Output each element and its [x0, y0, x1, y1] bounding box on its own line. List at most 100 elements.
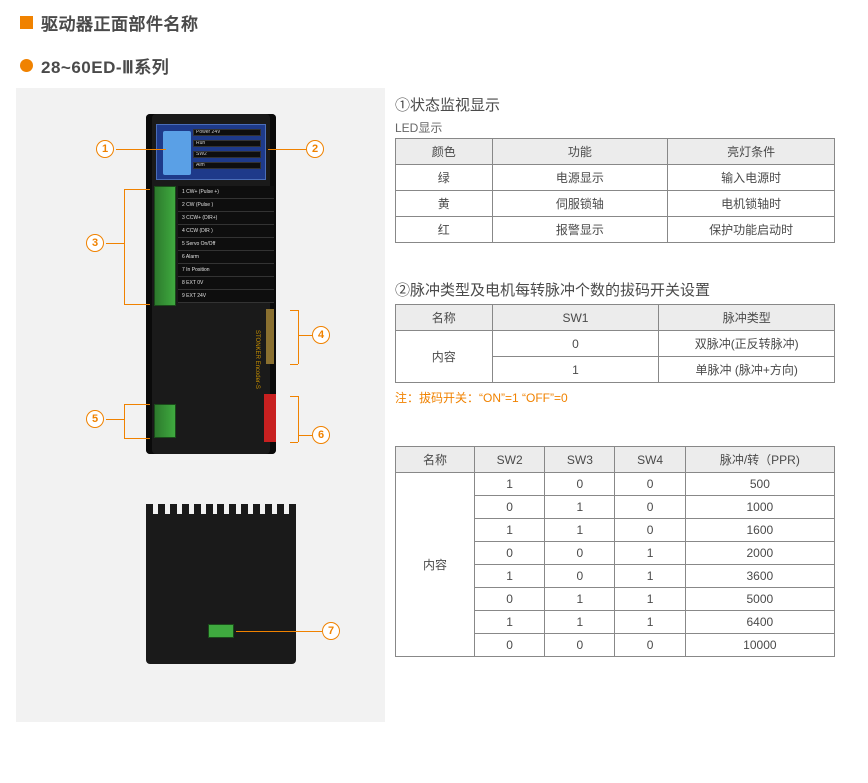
callout-lead — [106, 243, 124, 244]
cell: 1 — [475, 519, 545, 542]
callout-lead — [132, 304, 150, 305]
tables-column: ①状态监视显示 LED显示 颜色 功能 亮灯条件 绿 电源显示 输入电源时 黄 … — [395, 88, 845, 722]
cell: 1 — [475, 473, 545, 496]
dip-switch-icon — [163, 131, 191, 175]
bottom-connector — [208, 624, 234, 638]
cell: 1000 — [685, 496, 834, 519]
power-terminal-block — [154, 404, 176, 438]
row-label-cell: 内容 — [396, 331, 493, 383]
callout-marker-1: 1 — [96, 140, 114, 158]
encoder-connector — [266, 309, 274, 364]
callout-bracket-cap — [124, 189, 132, 190]
callout-bracket-cap — [290, 310, 298, 311]
section1-sublabel: LED显示 — [395, 119, 835, 136]
callout-lead — [298, 335, 312, 336]
callout-bracket-cap — [290, 364, 298, 365]
dip-note: 注：拔码开关：“ON”=1 “OFF”=0 — [395, 389, 835, 406]
table-row: 内容 1 0 0 500 — [396, 473, 835, 496]
table-row: 内容 0 双脉冲(正反转脉冲) — [396, 331, 835, 357]
cell: 单脉冲 (脉冲+方向) — [659, 357, 835, 383]
cell: 0 — [475, 634, 545, 657]
cell: 输入电源时 — [668, 165, 835, 191]
cell: 电源显示 — [492, 165, 668, 191]
callout-lead — [132, 438, 150, 439]
cell: 黄 — [396, 191, 493, 217]
cell: 1 — [492, 357, 659, 383]
callout-bracket-cap — [124, 438, 132, 439]
square-bullet-icon — [20, 16, 33, 29]
section-header-2: 28~60ED-Ⅲ系列 — [0, 39, 868, 88]
pin-label: 3 CCW+ (DIR+) — [178, 212, 274, 225]
cell: 0 — [492, 331, 659, 357]
cell: 500 — [685, 473, 834, 496]
cell: 1 — [475, 611, 545, 634]
pin-label: 9 EXT 24V — [178, 290, 274, 303]
device-bottom-chassis — [146, 514, 296, 664]
cell: 红 — [396, 217, 493, 243]
dip-label: Power 24V — [193, 129, 261, 136]
pin-label: 4 CCW (DIR ) — [178, 225, 274, 238]
section1-title: ①状态监视显示 — [395, 94, 835, 115]
cell: 0 — [615, 473, 685, 496]
col-header: 脉冲/转（PPR) — [685, 447, 834, 473]
cell: 绿 — [396, 165, 493, 191]
cell: 1 — [615, 542, 685, 565]
pin-label: 5 Servo On/Off — [178, 238, 274, 251]
col-header: 颜色 — [396, 139, 493, 165]
col-header: SW1 — [492, 305, 659, 331]
cell: 0 — [475, 496, 545, 519]
cell: 0 — [615, 496, 685, 519]
cell: 0 — [545, 634, 615, 657]
cell: 1 — [545, 588, 615, 611]
table-header-row: 名称 SW1 脉冲类型 — [396, 305, 835, 331]
section2-title: ②脉冲类型及电机每转脉冲个数的拔码开关设置 — [395, 279, 835, 300]
callout-lead — [268, 149, 306, 150]
title-2: 28~60ED-Ⅲ系列 — [41, 53, 169, 78]
section-header-1: 驱动器正面部件名称 — [0, 0, 868, 39]
callout-marker-5: 5 — [86, 410, 104, 428]
callout-marker-3: 3 — [86, 234, 104, 252]
table-row: 黄 伺服锁轴 电机锁轴时 — [396, 191, 835, 217]
device-front-diagram: Power 24V Run SW2 Alm 1 CW+ (Pulse +) 2 … — [26, 104, 386, 474]
cell: 报警显示 — [492, 217, 668, 243]
table-row: 红 报警显示 保护功能启动时 — [396, 217, 835, 243]
cell: 0 — [615, 634, 685, 657]
cell: 0 — [475, 588, 545, 611]
cell: 0 — [545, 473, 615, 496]
led-table: 颜色 功能 亮灯条件 绿 电源显示 输入电源时 黄 伺服锁轴 电机锁轴时 红 报… — [395, 138, 835, 243]
dip-label: Run — [193, 140, 261, 147]
side-brand-label: STONKER Encoder-S — [248, 314, 260, 404]
cell: 0 — [545, 542, 615, 565]
callout-lead — [116, 149, 166, 150]
cell: 电机锁轴时 — [668, 191, 835, 217]
callout-bracket-cap — [290, 442, 298, 443]
diagram-column: Power 24V Run SW2 Alm 1 CW+ (Pulse +) 2 … — [0, 88, 395, 722]
cell: 0 — [475, 542, 545, 565]
pin-label: 2 CW (Pulse ) — [178, 199, 274, 212]
callout-bracket-cap — [124, 404, 132, 405]
dip-switch-block: Power 24V Run SW2 Alm — [156, 124, 266, 180]
callout-lead — [132, 404, 150, 405]
cell: 1 — [615, 588, 685, 611]
io-terminal-block — [154, 186, 176, 306]
cell: 双脉冲(正反转脉冲) — [659, 331, 835, 357]
table-header-row: 颜色 功能 亮灯条件 — [396, 139, 835, 165]
col-header: 脉冲类型 — [659, 305, 835, 331]
pin-label: 1 CW+ (Pulse +) — [178, 186, 274, 199]
callout-lead — [132, 189, 150, 190]
callout-bracket — [298, 310, 299, 364]
col-header: 名称 — [396, 447, 475, 473]
callout-bracket-cap — [124, 304, 132, 305]
callout-marker-7: 7 — [322, 622, 340, 640]
callout-marker-6: 6 — [312, 426, 330, 444]
callout-lead — [298, 435, 312, 436]
circle-bullet-icon — [20, 59, 33, 72]
callout-bracket — [124, 404, 125, 438]
device-bottom-diagram: 7 — [26, 504, 386, 704]
main-layout: Power 24V Run SW2 Alm 1 CW+ (Pulse +) 2 … — [0, 88, 868, 722]
power-motor-connector — [264, 394, 276, 442]
cell: 10000 — [685, 634, 834, 657]
pin-label-list: 1 CW+ (Pulse +) 2 CW (Pulse ) 3 CCW+ (DI… — [178, 186, 274, 303]
cell: 保护功能启动时 — [668, 217, 835, 243]
table-row: 绿 电源显示 输入电源时 — [396, 165, 835, 191]
